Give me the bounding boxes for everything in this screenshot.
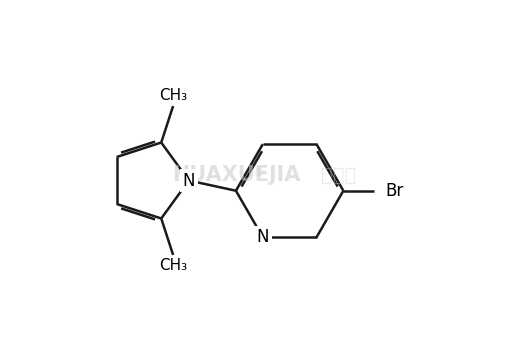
- Text: CH₃: CH₃: [159, 257, 187, 273]
- Text: 化学加: 化学加: [321, 166, 356, 185]
- Text: CH₃: CH₃: [159, 88, 187, 104]
- Text: N: N: [183, 171, 195, 190]
- Text: N: N: [256, 228, 269, 246]
- Text: HUAXUEJIA: HUAXUEJIA: [172, 165, 300, 186]
- Text: ®: ®: [254, 168, 265, 178]
- Text: Br: Br: [385, 182, 404, 200]
